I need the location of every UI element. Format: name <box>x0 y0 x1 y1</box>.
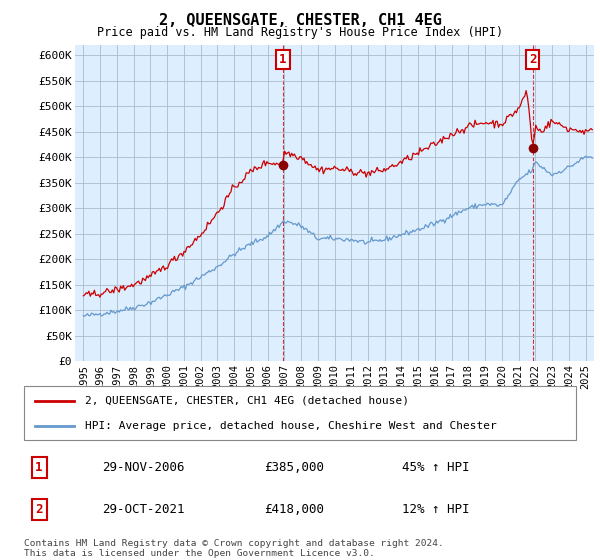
Text: 29-OCT-2021: 29-OCT-2021 <box>102 503 185 516</box>
Text: Price paid vs. HM Land Registry's House Price Index (HPI): Price paid vs. HM Land Registry's House … <box>97 26 503 39</box>
Text: Contains HM Land Registry data © Crown copyright and database right 2024.
This d: Contains HM Land Registry data © Crown c… <box>24 539 444 558</box>
Text: 2: 2 <box>35 503 43 516</box>
Text: 2, QUEENSGATE, CHESTER, CH1 4EG: 2, QUEENSGATE, CHESTER, CH1 4EG <box>158 13 442 29</box>
Text: 29-NOV-2006: 29-NOV-2006 <box>102 461 185 474</box>
Text: 12% ↑ HPI: 12% ↑ HPI <box>402 503 470 516</box>
Text: 45% ↑ HPI: 45% ↑ HPI <box>402 461 470 474</box>
FancyBboxPatch shape <box>24 386 576 440</box>
Text: £418,000: £418,000 <box>264 503 324 516</box>
Text: HPI: Average price, detached house, Cheshire West and Chester: HPI: Average price, detached house, Ches… <box>85 421 496 431</box>
Text: 2: 2 <box>529 53 536 66</box>
Text: 2, QUEENSGATE, CHESTER, CH1 4EG (detached house): 2, QUEENSGATE, CHESTER, CH1 4EG (detache… <box>85 396 409 406</box>
Text: £385,000: £385,000 <box>264 461 324 474</box>
Text: 1: 1 <box>35 461 43 474</box>
Text: 1: 1 <box>279 53 287 66</box>
